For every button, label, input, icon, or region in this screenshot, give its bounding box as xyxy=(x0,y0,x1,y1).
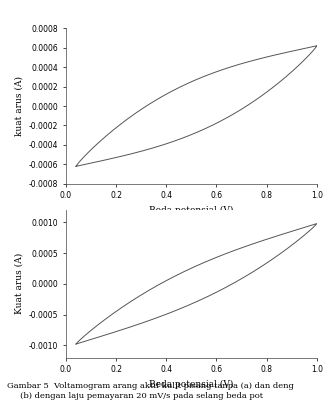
X-axis label: Beda potensial (V): Beda potensial (V) xyxy=(149,380,234,389)
X-axis label: Beda potensial (V): Beda potensial (V) xyxy=(149,206,234,215)
Text: (a): (a) xyxy=(184,240,198,249)
Y-axis label: Kuat arus (A): Kuat arus (A) xyxy=(14,253,23,314)
Text: Gambar 5  Voltamogram arang aktif kulit pisang tanpa (a) dan deng: Gambar 5 Voltamogram arang aktif kulit p… xyxy=(7,382,293,390)
Text: (b) dengan laju pemayaran 20 mV/s pada selang beda pot: (b) dengan laju pemayaran 20 mV/s pada s… xyxy=(7,392,263,400)
Y-axis label: kuat arus (A): kuat arus (A) xyxy=(14,76,23,136)
